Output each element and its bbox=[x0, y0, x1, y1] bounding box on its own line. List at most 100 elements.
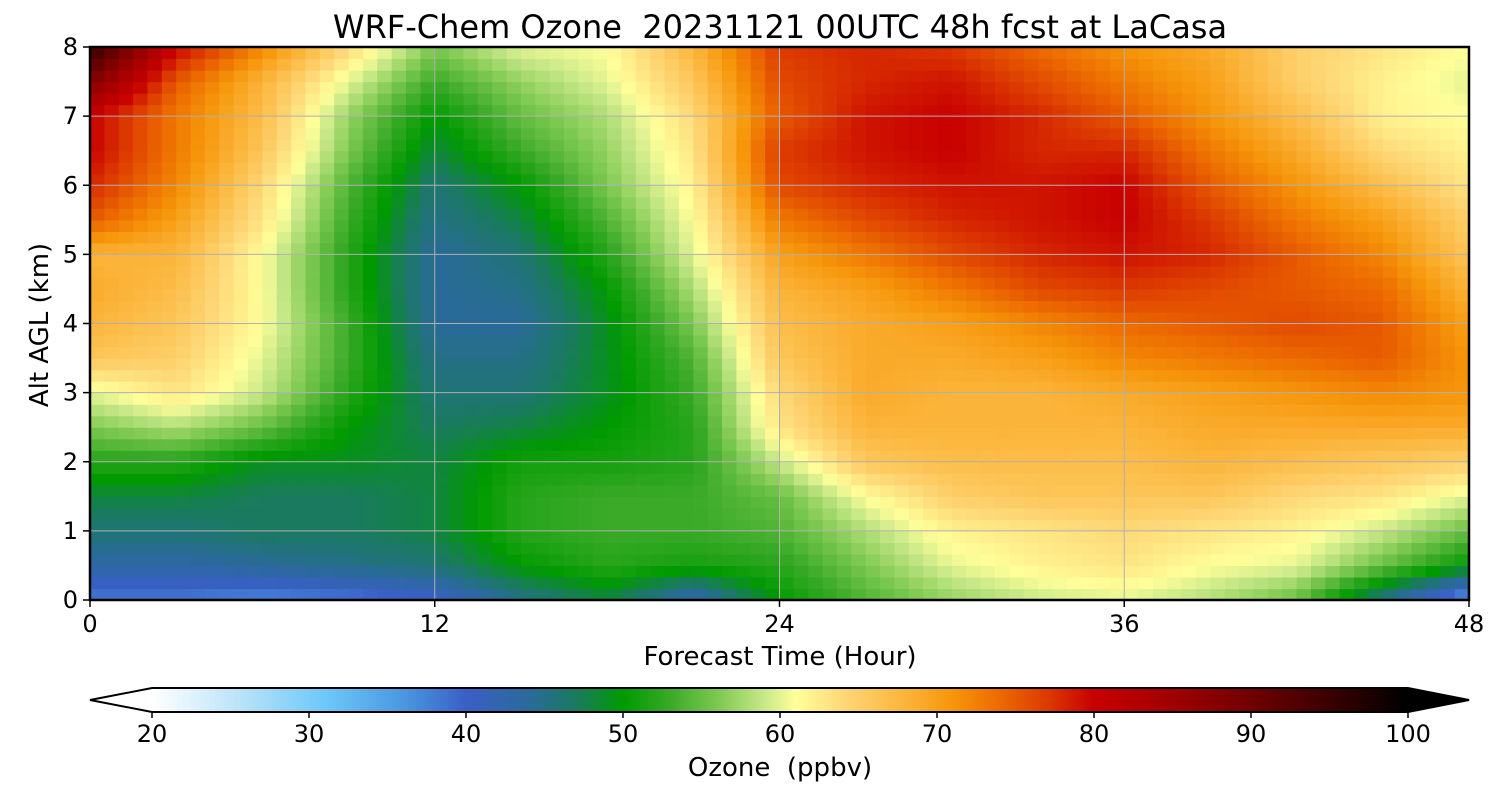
heatmap-cell bbox=[707, 127, 723, 140]
heatmap-cell bbox=[262, 150, 278, 163]
heatmap-cell bbox=[1339, 576, 1355, 590]
heatmap-cell bbox=[549, 173, 565, 186]
heatmap-cell bbox=[1325, 461, 1341, 474]
heatmap-cell bbox=[1239, 415, 1255, 428]
heatmap-cell bbox=[750, 242, 766, 255]
heatmap-cell bbox=[750, 323, 766, 336]
heatmap-cell bbox=[477, 484, 493, 497]
heatmap-cell bbox=[276, 265, 292, 279]
heatmap-cell bbox=[1267, 588, 1283, 601]
heatmap-cell bbox=[1023, 116, 1039, 129]
heatmap-cell bbox=[492, 335, 508, 348]
heatmap-cell bbox=[1454, 127, 1470, 140]
heatmap-cell bbox=[1167, 576, 1183, 590]
heatmap-cell bbox=[1411, 70, 1427, 83]
heatmap-cell bbox=[1425, 254, 1441, 267]
heatmap-cell bbox=[1253, 208, 1269, 221]
heatmap-cell bbox=[1397, 450, 1413, 463]
heatmap-cell bbox=[1095, 139, 1111, 152]
heatmap-cell bbox=[894, 277, 910, 290]
heatmap-cell bbox=[1339, 254, 1355, 267]
heatmap-cell bbox=[133, 323, 149, 336]
heatmap-cell bbox=[1368, 150, 1384, 163]
heatmap-cell bbox=[1325, 277, 1341, 290]
heatmap-cell bbox=[678, 58, 694, 71]
heatmap-cell bbox=[1296, 196, 1312, 209]
heatmap-cell bbox=[822, 565, 838, 578]
heatmap-cell bbox=[880, 127, 896, 140]
heatmap-cell bbox=[779, 346, 795, 359]
heatmap-cell bbox=[865, 576, 881, 590]
heatmap-cell bbox=[894, 162, 910, 175]
heatmap-cell bbox=[880, 427, 896, 440]
heatmap-cell bbox=[707, 461, 723, 474]
heatmap-cell bbox=[678, 116, 694, 129]
heatmap-cell bbox=[204, 346, 220, 359]
heatmap-cell bbox=[966, 185, 982, 198]
heatmap-cell bbox=[420, 553, 436, 567]
heatmap-cell bbox=[1038, 70, 1054, 83]
heatmap-cell bbox=[793, 484, 809, 497]
heatmap-cell bbox=[1425, 288, 1441, 302]
heatmap-cell bbox=[449, 496, 465, 509]
heatmap-cell bbox=[1339, 461, 1355, 474]
heatmap-cell bbox=[951, 346, 967, 359]
heatmap-cell bbox=[1339, 104, 1355, 117]
heatmap-cell bbox=[564, 358, 579, 371]
heatmap-cell bbox=[1181, 484, 1197, 497]
heatmap-cell bbox=[262, 139, 278, 152]
heatmap-cell bbox=[865, 70, 881, 83]
heatmap-cell bbox=[693, 254, 709, 267]
heatmap-cell bbox=[1081, 473, 1097, 486]
heatmap-cell bbox=[1310, 542, 1326, 555]
heatmap-cell bbox=[1397, 173, 1413, 186]
heatmap-cell bbox=[1411, 588, 1427, 601]
heatmap-cell bbox=[233, 565, 249, 578]
heatmap-cell bbox=[1081, 358, 1097, 371]
heatmap-cell bbox=[1397, 116, 1413, 129]
heatmap-cell bbox=[650, 162, 666, 175]
heatmap-cell bbox=[1454, 415, 1470, 428]
heatmap-cell bbox=[190, 553, 206, 567]
heatmap-cell bbox=[693, 162, 709, 175]
heatmap-cell bbox=[1282, 311, 1298, 325]
heatmap-cell bbox=[1124, 81, 1140, 94]
heatmap-cell bbox=[1181, 81, 1197, 94]
heatmap-cell bbox=[1425, 484, 1441, 497]
heatmap-cell bbox=[506, 530, 522, 543]
heatmap-cell bbox=[463, 519, 479, 532]
heatmap-cell bbox=[1310, 484, 1326, 497]
heatmap-cell bbox=[607, 346, 623, 359]
heatmap-cell bbox=[1052, 116, 1068, 129]
heatmap-cell bbox=[147, 335, 163, 348]
heatmap-cell bbox=[822, 381, 838, 394]
heatmap-cell bbox=[362, 450, 378, 463]
heatmap-cell bbox=[104, 265, 120, 279]
heatmap-cell bbox=[1138, 392, 1154, 405]
heatmap-cell bbox=[104, 427, 120, 440]
heatmap-cell bbox=[937, 381, 953, 394]
heatmap-cell bbox=[147, 415, 163, 428]
heatmap-cell bbox=[377, 208, 393, 221]
heatmap-cell bbox=[348, 242, 364, 255]
heatmap-cell bbox=[1124, 311, 1140, 325]
heatmap-cell bbox=[1152, 58, 1168, 71]
heatmap-cell bbox=[391, 415, 407, 428]
heatmap-cell bbox=[793, 47, 809, 60]
heatmap-cell bbox=[449, 277, 465, 290]
heatmap-cell bbox=[420, 484, 436, 497]
heatmap-cell bbox=[1354, 335, 1370, 348]
heatmap-cell bbox=[1109, 93, 1125, 106]
heatmap-cell bbox=[564, 415, 579, 428]
heatmap-cell bbox=[1239, 369, 1255, 382]
heatmap-cell bbox=[434, 116, 450, 129]
heatmap-cell bbox=[276, 288, 292, 302]
heatmap-cell bbox=[348, 208, 364, 221]
heatmap-cell bbox=[434, 358, 450, 371]
heatmap-cell bbox=[377, 427, 393, 440]
heatmap-cell bbox=[535, 265, 551, 279]
heatmap-cell bbox=[1296, 484, 1312, 497]
heatmap-cell bbox=[635, 404, 651, 417]
heatmap-cell bbox=[133, 300, 149, 313]
heatmap-cell bbox=[966, 461, 982, 474]
